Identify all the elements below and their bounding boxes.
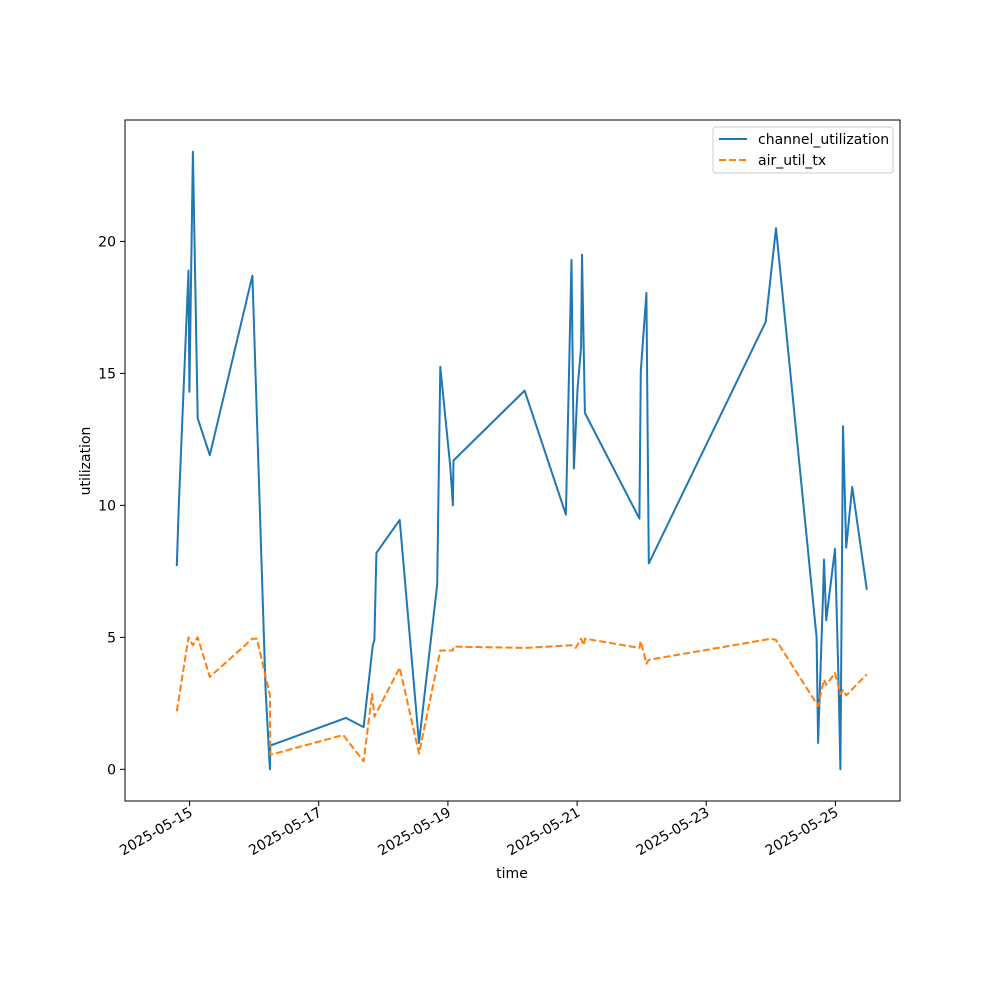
y-tick-label: 5 <box>107 630 116 646</box>
y-axis-label: utilization <box>78 427 94 496</box>
series-line-air-util-tx <box>175 636 868 763</box>
y-axis-ticks: 0 5 10 15 20 <box>98 234 125 778</box>
y-tick-label: 0 <box>107 762 116 778</box>
series-layer <box>175 150 868 771</box>
legend: channel_utilization air_util_tx <box>712 126 894 174</box>
x-axis-label: time <box>496 866 528 882</box>
y-tick-label: 15 <box>98 366 116 382</box>
legend-label-air-util-tx: air_util_tx <box>758 153 826 169</box>
legend-frame <box>712 126 894 174</box>
series-line-channel-utilization <box>175 150 868 771</box>
y-tick-label: 20 <box>98 234 116 250</box>
plot-area-frame <box>124 119 901 802</box>
legend-label-channel-utilization: channel_utilization <box>758 132 889 148</box>
y-tick-label: 10 <box>98 498 116 514</box>
